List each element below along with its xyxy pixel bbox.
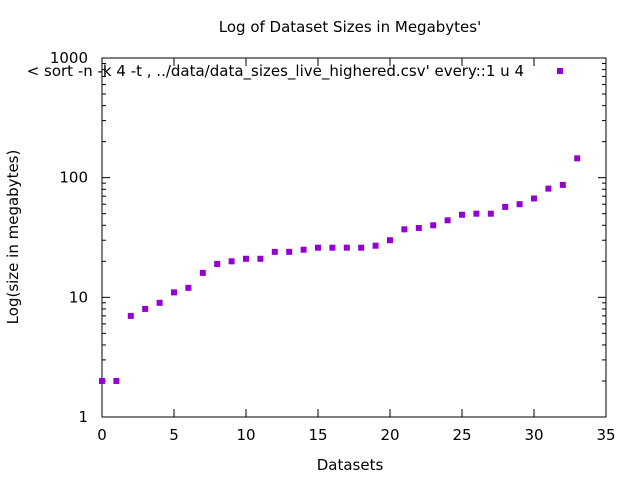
data-point [444, 217, 451, 224]
data-point [127, 312, 134, 319]
data-point [415, 224, 422, 231]
data-point [545, 185, 552, 192]
y-axis-label: Log(size in megabytes) [4, 150, 22, 325]
data-point [271, 248, 278, 255]
data-point [329, 244, 336, 251]
data-point [531, 195, 537, 202]
data-point [430, 222, 437, 229]
x-tick-label: 30 [524, 426, 543, 444]
x-tick-label: 35 [596, 426, 615, 444]
data-point [286, 248, 293, 255]
data-point [372, 242, 379, 249]
x-tick-label: 20 [380, 426, 399, 444]
data-point [214, 260, 221, 267]
data-point [185, 284, 192, 291]
data-point [574, 155, 581, 162]
y-tick-label: 1000 [50, 49, 88, 67]
y-tick-label: 10 [69, 288, 88, 306]
chart-title: Log of Dataset Sizes in Megabytes' [219, 18, 481, 36]
data-point [171, 289, 177, 296]
data-point [516, 201, 523, 208]
legend-marker [557, 68, 563, 74]
x-axis-label: Datasets [317, 456, 384, 474]
data-point [99, 377, 105, 384]
y-tick-label: 1 [78, 408, 88, 426]
plot-border [101, 57, 607, 418]
data-point [401, 226, 408, 233]
data-point [142, 305, 149, 312]
data-point [300, 246, 307, 253]
x-tick-label: 5 [169, 426, 179, 444]
data-point [559, 181, 566, 188]
y-tick-label: 100 [59, 169, 88, 187]
x-tick-label: 15 [308, 426, 327, 444]
data-point [243, 255, 249, 262]
data-point [228, 258, 235, 265]
plot-frame [101, 57, 607, 418]
axis-ticks: 0 5 10 15 20 25 30 35 1 10 100 1000 [50, 49, 616, 444]
data-point [199, 269, 206, 276]
x-tick-label: 0 [97, 426, 107, 444]
data-point [113, 377, 120, 384]
data-point [473, 210, 480, 217]
data-point [358, 244, 365, 251]
x-tick-label: 25 [452, 426, 471, 444]
data-point [156, 299, 163, 306]
x-tick-label: 10 [236, 426, 255, 444]
legend-label: < sort -n -k 4 -t , ../data/data_sizes_l… [27, 62, 524, 81]
data-point [343, 244, 350, 251]
data-point [387, 237, 393, 244]
data-point [315, 244, 321, 251]
data-points [99, 155, 581, 384]
data-point [502, 203, 509, 210]
data-point [257, 255, 264, 262]
data-point [487, 210, 494, 217]
data-point [459, 211, 465, 218]
